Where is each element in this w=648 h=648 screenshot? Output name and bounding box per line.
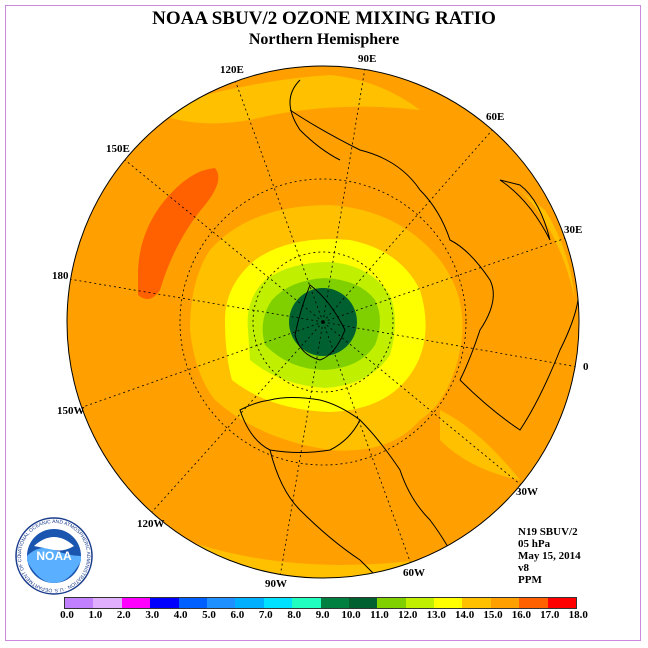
colorbar-tick-label: 6.0	[230, 609, 245, 621]
lon-label-90w: 90W	[265, 578, 287, 590]
colorbar-bin-10	[348, 598, 378, 608]
meridian-90w	[279, 321, 324, 578]
eurasia-coast	[289, 109, 494, 381]
east-asia-coast	[289, 79, 341, 161]
colorbar-bin-11	[377, 598, 406, 608]
colorbar-tick-label: 11.0	[370, 609, 389, 621]
colorbar-tick-label: 4.0	[173, 609, 188, 621]
noaa-logo-graphic: NATIONAL OCEANIC AND ATMOSPHERIC ADMINIS…	[14, 516, 93, 595]
latitude-circle-70	[252, 251, 394, 393]
colorbar-tick-label: 12.0	[398, 609, 418, 621]
graticule	[68, 67, 579, 578]
colorbar-bin-9	[320, 598, 349, 608]
colorbar-tick-label: 16.0	[511, 609, 532, 621]
contour-14-patch	[440, 410, 520, 480]
colorbar-bin-7	[263, 598, 293, 608]
colorbar-bin-1	[93, 598, 122, 608]
figure-frame	[5, 5, 641, 641]
colorbar-tick-label: 8.0	[287, 609, 302, 621]
logo-text: NOAA	[36, 549, 72, 563]
colorbar-tick-label: 9.0	[315, 609, 330, 621]
colorbar	[64, 597, 578, 609]
contour-14-north	[150, 75, 420, 124]
colorbar-bin-12	[405, 598, 435, 608]
colorbar-tick-label: 5.0	[202, 609, 216, 621]
greenland-coast	[294, 284, 346, 361]
info-units: PPM	[518, 574, 542, 586]
data-info-block: N19 SBUV/2 05 hPa May 15, 2014 v8 PPM	[518, 526, 581, 586]
map-title: NOAA SBUV/2 OZONE MIXING RATIO	[152, 8, 496, 29]
colorbar-bin-0	[65, 598, 94, 608]
lon-label-60w: 60W	[403, 567, 425, 579]
colorbar-tick-label: 14.0	[454, 609, 475, 621]
lon-label-180: 180	[52, 270, 69, 282]
map-subtitle: Northern Hemisphere	[248, 31, 400, 48]
colorbar-bin-6	[235, 598, 264, 608]
colorbar-tick-label: 15.0	[483, 609, 503, 621]
latitude-circle-50	[179, 178, 467, 466]
logo-bird	[34, 537, 74, 551]
colorbar-tick-label: 7.0	[258, 609, 273, 621]
colorbar-bin-4	[178, 598, 207, 608]
colorbar-tick-label: 3.0	[145, 609, 160, 621]
colorbar-bin-2	[121, 598, 151, 608]
ozone-field	[67, 66, 579, 578]
colorbar-tick-label: 18.0	[568, 609, 588, 621]
colorbar-tick-label: 2.0	[116, 609, 131, 621]
lon-label-120w: 120W	[137, 518, 165, 530]
colorbar-ticks: 0.0 1.0 2.0 3.0 4.0 5.0 6.0 7.0 8.0 9.0 10.0 11.0 12…	[0, 609, 648, 623]
meridian-0	[322, 321, 579, 368]
colorbar-bin-16	[519, 598, 548, 608]
lon-label-90e: 90E	[358, 53, 376, 65]
colorbar-bin-15	[490, 598, 520, 608]
africa-coast	[459, 299, 579, 431]
colorbar-bin-5	[206, 598, 236, 608]
lon-label-60e: 60E	[486, 111, 504, 123]
colorbar-bin-13	[434, 598, 463, 608]
info-satellite: N19 SBUV/2	[518, 526, 578, 538]
colorbar-tick-label: 10.0	[341, 609, 361, 621]
noaa-logo: NATIONAL OCEANIC AND ATMOSPHERIC ADMINIS…	[14, 516, 94, 596]
colorbar-tick-label: 13.0	[426, 609, 446, 621]
lon-label-30e: 30E	[564, 224, 582, 236]
colorbar-tick-label: 0.0	[60, 609, 74, 621]
colorbar-bin-8	[292, 598, 321, 608]
arabia-coast	[499, 179, 551, 241]
lon-label-150e: 150E	[106, 143, 130, 155]
colorbar-tick-label: 1.0	[88, 609, 103, 621]
colorbar-bin-14	[462, 598, 491, 608]
lon-label-150w: 150W	[57, 405, 85, 417]
central-america-coast	[269, 449, 401, 578]
colorbar-tick-label: 17.0	[540, 609, 560, 621]
meridian-60e	[322, 127, 495, 323]
info-date: May 15, 2014	[518, 550, 581, 562]
globe-outline	[66, 65, 580, 579]
lon-label-30w: 30W	[516, 486, 538, 498]
lon-label-0: 0	[583, 361, 589, 373]
contour-16	[138, 168, 219, 299]
info-level: 05 hPa	[518, 538, 551, 550]
colorbar-bin-17	[547, 598, 577, 608]
lon-label-120e: 120E	[220, 64, 244, 76]
logo-wave	[27, 548, 81, 583]
info-version: v8	[518, 562, 529, 574]
colorbar-bin-3	[150, 598, 179, 608]
